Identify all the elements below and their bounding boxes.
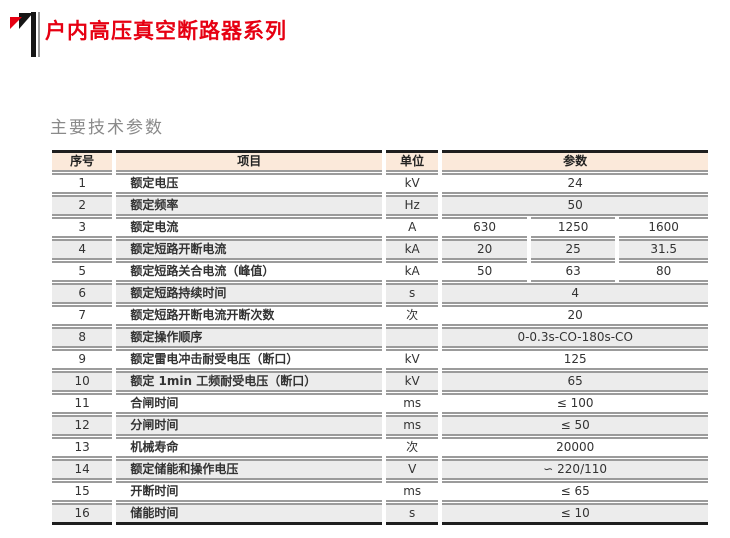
table-row: 10 额定 1min 工频耐受电压（断口） kV 65 <box>52 371 708 392</box>
row-item: 合闸时间 <box>116 393 383 414</box>
row-no: 6 <box>52 283 113 304</box>
row-no: 9 <box>52 349 113 370</box>
row-value: ∽ 220/110 <box>442 459 708 480</box>
table-row: 6 额定短路持续时间 s 4 <box>52 283 708 304</box>
row-value: 65 <box>442 371 708 392</box>
row-unit: ms <box>386 393 439 414</box>
row-unit: kA <box>386 239 439 260</box>
row-no: 13 <box>52 437 113 458</box>
row-value: ≤ 10 <box>442 503 708 525</box>
row-value: 31.5 <box>619 239 708 260</box>
red-triangle-icon <box>10 17 22 29</box>
row-item: 开断时间 <box>116 481 383 502</box>
row-no: 5 <box>52 261 113 282</box>
row-value: 80 <box>619 261 708 282</box>
row-value: 1250 <box>530 217 616 238</box>
row-unit: ms <box>386 415 439 436</box>
row-unit: kV <box>386 371 439 392</box>
row-value: 20000 <box>442 437 708 458</box>
row-item: 额定雷电冲击耐受电压（断口） <box>116 349 383 370</box>
table-row: 13 机械寿命 次 20000 <box>52 437 708 458</box>
row-no: 2 <box>52 195 113 216</box>
row-no: 10 <box>52 371 113 392</box>
row-item: 额定短路持续时间 <box>116 283 383 304</box>
row-item: 额定储能和操作电压 <box>116 459 383 480</box>
table-row: 3 额定电流 A 630 1250 1600 <box>52 217 708 238</box>
row-item: 储能时间 <box>116 503 383 525</box>
row-unit: kV <box>386 173 439 194</box>
row-item: 分闸时间 <box>116 415 383 436</box>
row-value: 4 <box>442 283 708 304</box>
row-unit <box>386 327 439 348</box>
row-value: 0-0.3s-CO-180s-CO <box>442 327 708 348</box>
row-no: 7 <box>52 305 113 326</box>
header-no: 序号 <box>52 150 113 172</box>
row-unit: s <box>386 283 439 304</box>
table-row: 2 额定频率 Hz 50 <box>52 195 708 216</box>
row-value: ≤ 100 <box>442 393 708 414</box>
row-no: 3 <box>52 217 113 238</box>
table-row: 7 额定短路开断电流开断次数 次 20 <box>52 305 708 326</box>
row-item: 额定电流 <box>116 217 383 238</box>
row-item: 机械寿命 <box>116 437 383 458</box>
row-unit: V <box>386 459 439 480</box>
table-header-row: 序号 项目 单位 参数 <box>52 150 708 172</box>
row-item: 额定短路开断电流开断次数 <box>116 305 383 326</box>
table-row: 11 合闸时间 ms ≤ 100 <box>52 393 708 414</box>
row-no: 15 <box>52 481 113 502</box>
row-no: 4 <box>52 239 113 260</box>
row-unit: kA <box>386 261 439 282</box>
row-unit: 次 <box>386 305 439 326</box>
table-row: 14 额定储能和操作电压 V ∽ 220/110 <box>52 459 708 480</box>
row-item: 额定操作顺序 <box>116 327 383 348</box>
header-param: 参数 <box>442 150 708 172</box>
table-row: 8 额定操作顺序 0-0.3s-CO-180s-CO <box>52 327 708 348</box>
table-row: 15 开断时间 ms ≤ 65 <box>52 481 708 502</box>
table-row: 9 额定雷电冲击耐受电压（断口） kV 125 <box>52 349 708 370</box>
row-value: 50 <box>442 195 708 216</box>
row-no: 11 <box>52 393 113 414</box>
row-unit: ms <box>386 481 439 502</box>
gray-bar-icon <box>38 12 40 57</box>
row-no: 1 <box>52 173 113 194</box>
table-row: 4 额定短路开断电流 kA 20 25 31.5 <box>52 239 708 260</box>
row-item: 额定短路开断电流 <box>116 239 383 260</box>
row-value: ≤ 50 <box>442 415 708 436</box>
row-no: 16 <box>52 503 113 525</box>
row-value: 24 <box>442 173 708 194</box>
row-value: 50 <box>442 261 527 282</box>
page-title: 户内高压真空断路器系列 <box>45 19 287 43</box>
row-item: 额定 1min 工频耐受电压（断口） <box>116 371 383 392</box>
row-item: 额定频率 <box>116 195 383 216</box>
brand-flag-mark <box>0 0 44 60</box>
row-value: 63 <box>530 261 616 282</box>
header-item: 项目 <box>116 150 383 172</box>
header-unit: 单位 <box>386 150 439 172</box>
row-unit: s <box>386 503 439 525</box>
black-triangle-icon <box>19 13 33 29</box>
table-row: 12 分闸时间 ms ≤ 50 <box>52 415 708 436</box>
row-no: 8 <box>52 327 113 348</box>
row-value: 1600 <box>619 217 708 238</box>
row-item: 额定电压 <box>116 173 383 194</box>
section-title: 主要技术参数 <box>50 118 164 138</box>
row-unit: Hz <box>386 195 439 216</box>
black-bar-icon <box>31 12 36 57</box>
table-row: 16 储能时间 s ≤ 10 <box>52 503 708 525</box>
row-value: ≤ 65 <box>442 481 708 502</box>
row-item: 额定短路关合电流（峰值） <box>116 261 383 282</box>
row-value: 20 <box>442 305 708 326</box>
spec-table: 序号 项目 单位 参数 1 额定电压 kV 24 2 额定频率 Hz 50 3 … <box>48 149 712 526</box>
row-unit: kV <box>386 349 439 370</box>
row-value: 25 <box>530 239 616 260</box>
row-no: 12 <box>52 415 113 436</box>
table-row: 1 额定电压 kV 24 <box>52 173 708 194</box>
row-value: 125 <box>442 349 708 370</box>
row-unit: A <box>386 217 439 238</box>
table-row: 5 额定短路关合电流（峰值） kA 50 63 80 <box>52 261 708 282</box>
row-value: 20 <box>442 239 527 260</box>
row-value: 630 <box>442 217 527 238</box>
row-unit: 次 <box>386 437 439 458</box>
row-no: 14 <box>52 459 113 480</box>
